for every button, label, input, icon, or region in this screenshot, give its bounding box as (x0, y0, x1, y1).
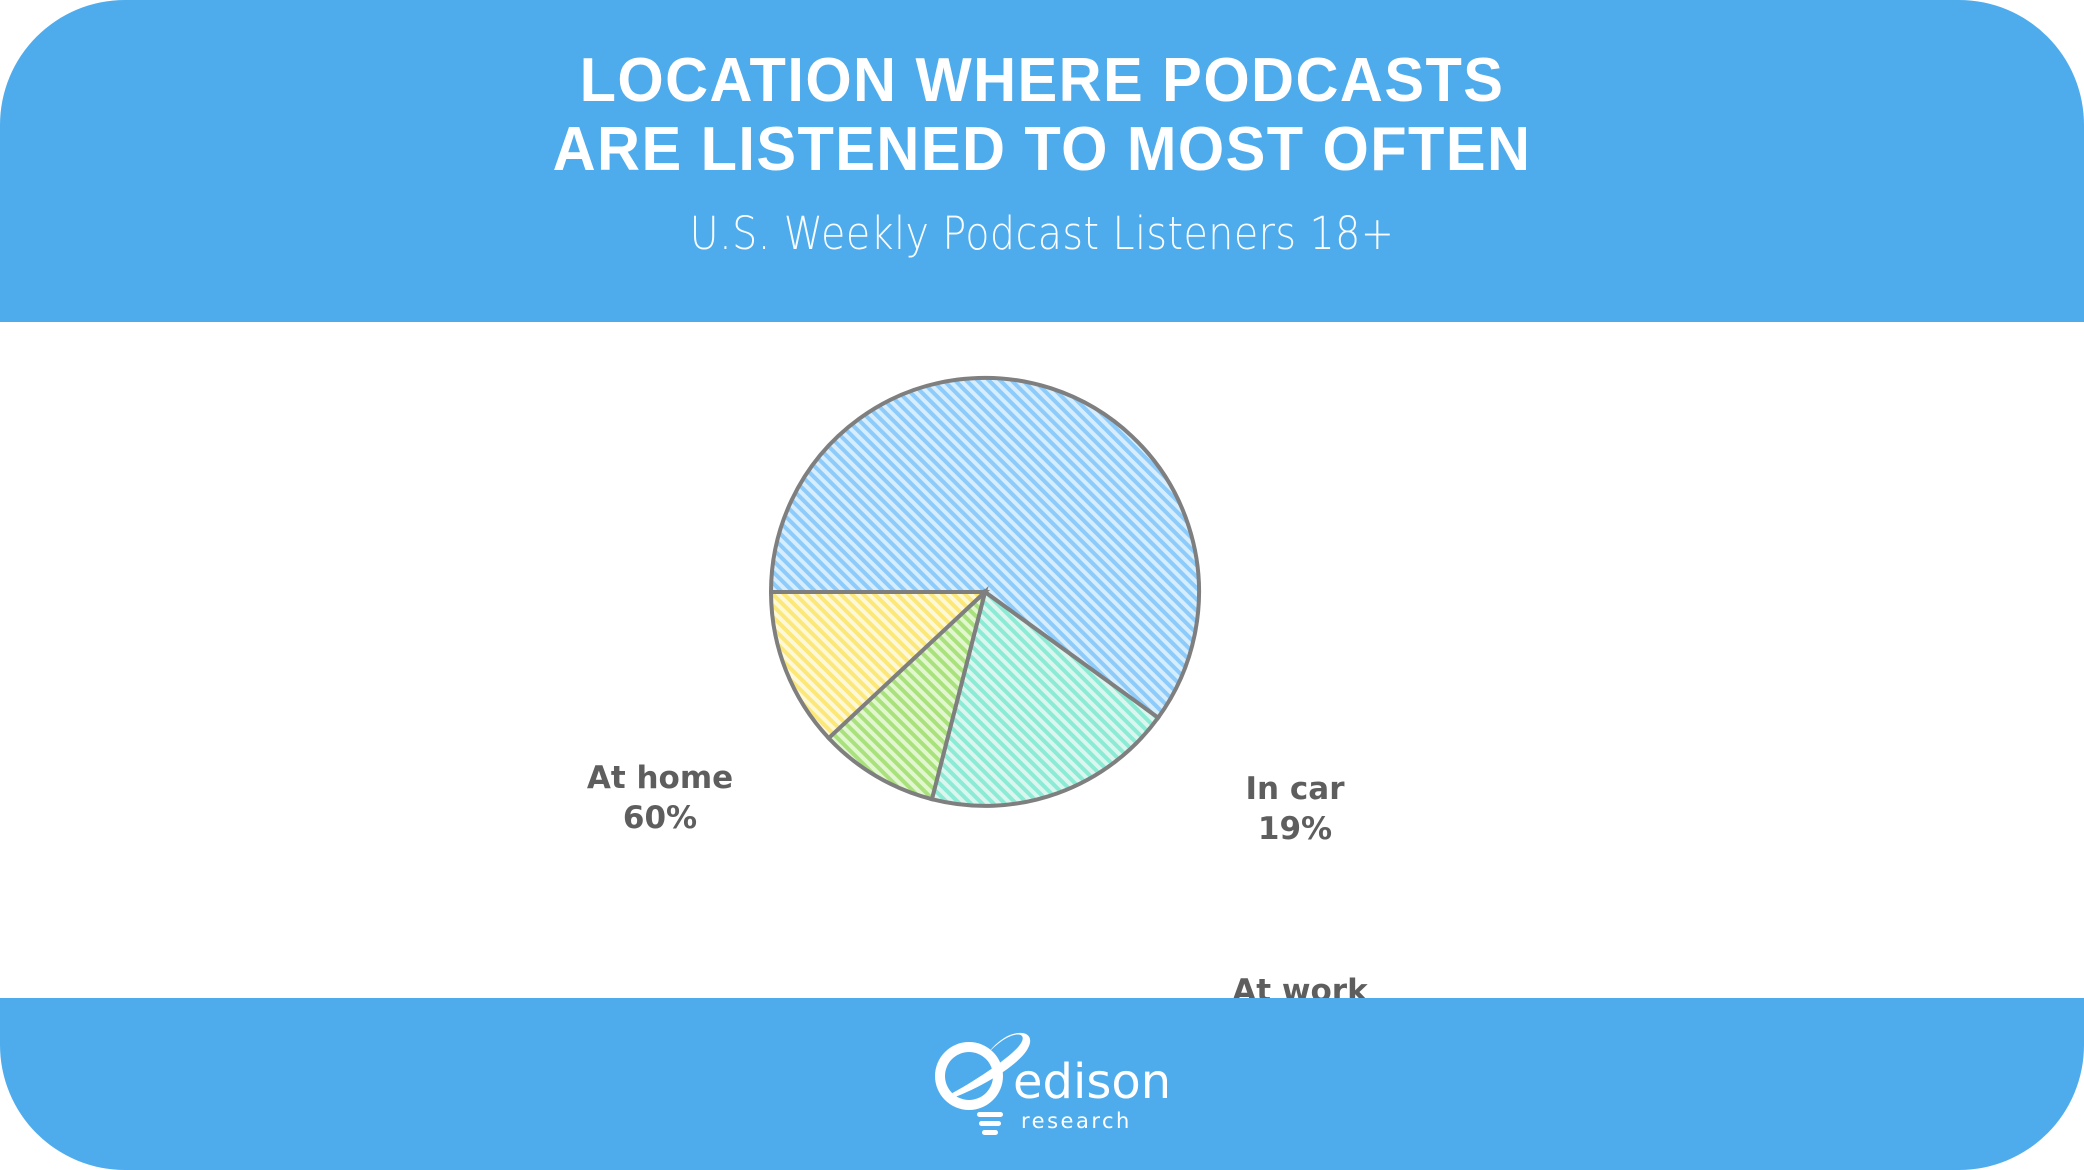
pie-slice-at-home[interactable] (768, 375, 1201, 721)
logo-wordmark: edison (1013, 1054, 1167, 1110)
page-title-line-1: LOCATION WHERE PODCASTS (579, 46, 1505, 115)
pie-chart-svg (768, 375, 1201, 808)
logo-bulb-icon (935, 1042, 1003, 1110)
logo-base-3 (982, 1130, 998, 1135)
slice-label-at-home-name: At home (586, 760, 734, 796)
page-title-line-2: ARE LISTENED TO MOST OFTEN (552, 115, 1532, 185)
page-subtitle: U.S. Weekly Podcast Listeners 18+ (689, 206, 1395, 260)
pie-chart (0, 322, 2084, 998)
pie-slice-someplace-else-path[interactable] (768, 590, 991, 741)
header-banner: LOCATION WHERE PODCASTS ARE LISTENED TO … (0, 0, 2084, 322)
pie-slice-in-car-path[interactable] (929, 588, 1161, 808)
edison-research-logo: edison research (935, 1032, 1167, 1135)
pie-slice-someplace-else[interactable] (768, 590, 991, 741)
slice-label-in-car-value: 19% (1257, 810, 1333, 847)
slice-label-at-home: At home 60% (530, 759, 790, 838)
slice-label-in-car: In car 19% (1180, 770, 1410, 849)
pie-slice-in-car[interactable] (929, 588, 1161, 808)
pie-slice-at-work[interactable] (825, 585, 989, 802)
logo-base-1 (977, 1112, 1003, 1117)
logo-orbit-icon (947, 1032, 1031, 1100)
pie-slice-at-work-path[interactable] (825, 585, 989, 802)
slice-label-in-car-name: In car (1245, 771, 1345, 807)
chart-area: At home 60% In car 19% At work 9% Somepl… (0, 322, 2084, 1170)
logo-subword: research (1021, 1109, 1132, 1133)
pie-slice-at-home-path[interactable] (768, 375, 1201, 721)
slice-label-at-home-value: 60% (622, 799, 698, 836)
logo-base-2 (979, 1121, 1001, 1126)
footer-banner: edison research (0, 998, 2084, 1170)
